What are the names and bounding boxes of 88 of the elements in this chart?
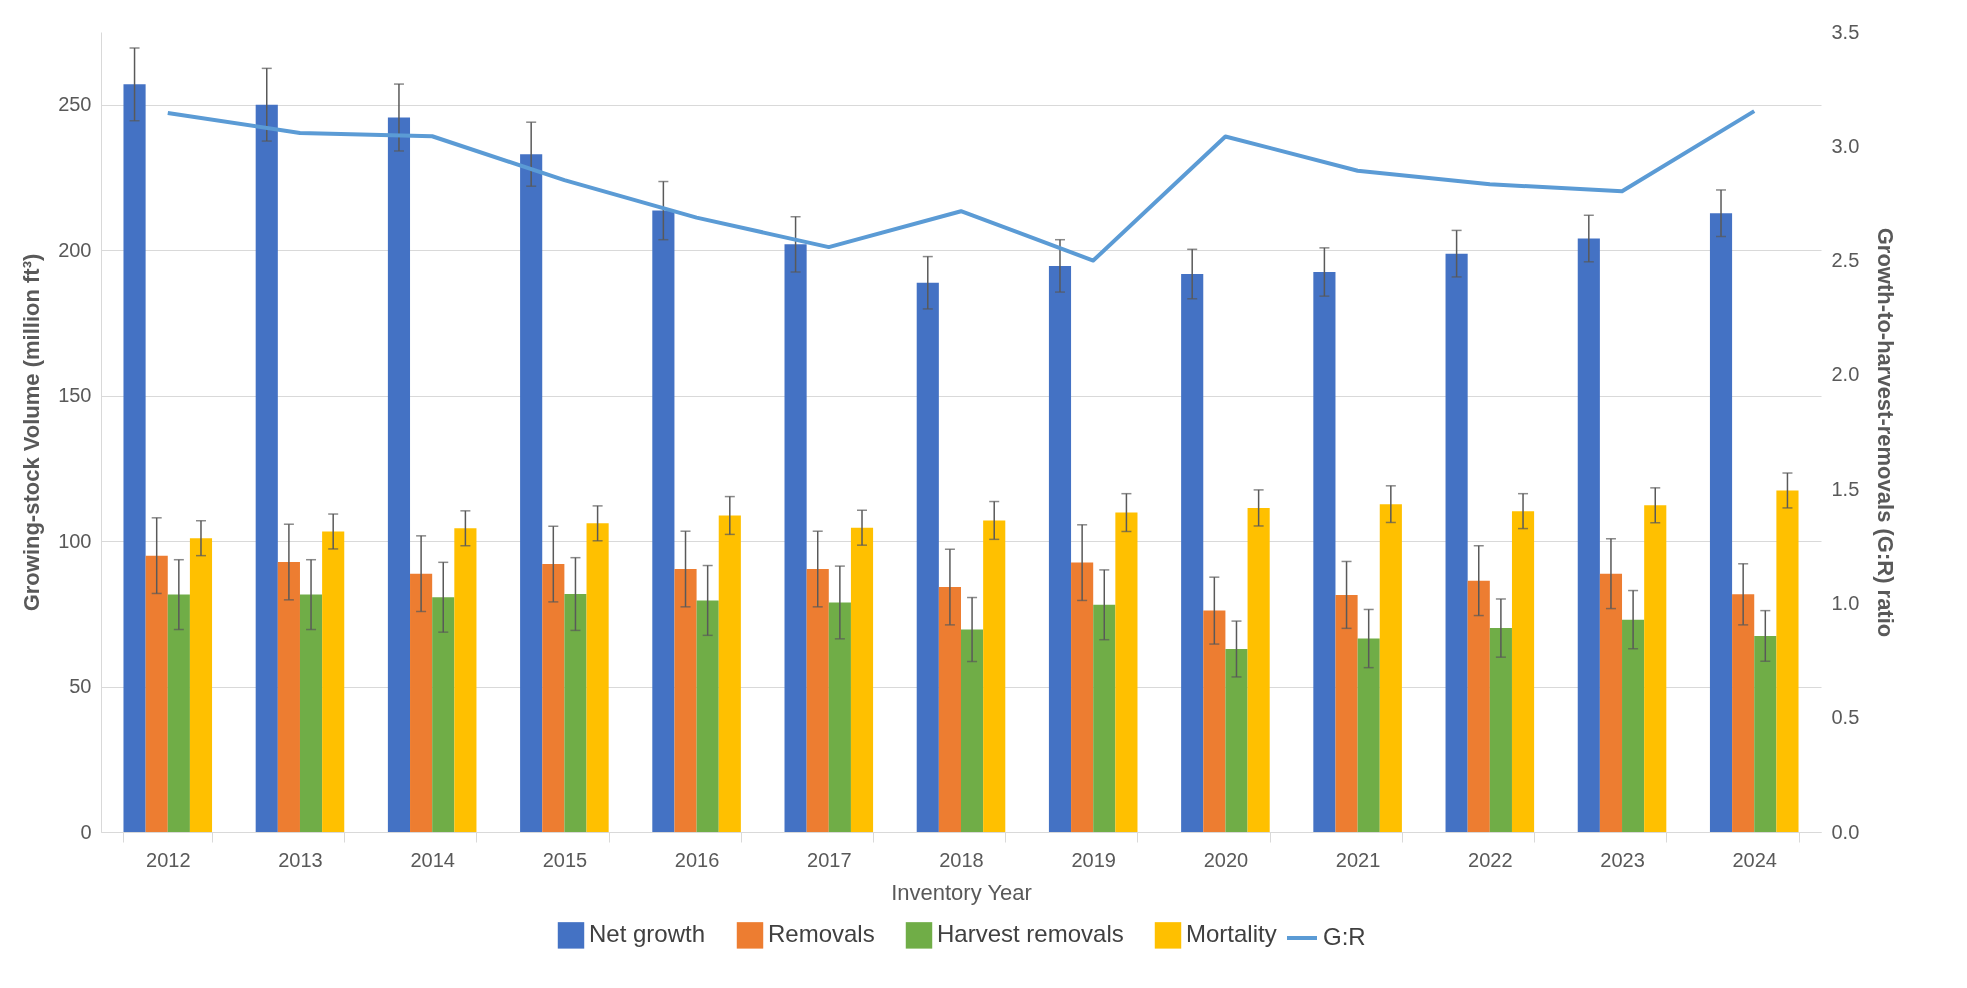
bar <box>564 594 587 832</box>
bar <box>322 531 345 832</box>
bar <box>1335 594 1358 832</box>
x-tick-label: 2013 <box>278 848 323 871</box>
bar <box>850 527 874 832</box>
bar <box>806 569 829 832</box>
bar <box>983 520 1006 832</box>
bar <box>784 244 807 832</box>
bar <box>1445 253 1468 832</box>
y2-tick-label: 0.5 <box>1831 706 1860 729</box>
x-axis-title: Inventory Year <box>891 879 1032 905</box>
bar <box>1115 512 1138 832</box>
bar <box>299 594 323 832</box>
bar <box>1093 604 1116 832</box>
bar <box>255 104 278 832</box>
bar <box>1709 213 1733 832</box>
bar <box>387 117 411 832</box>
legend-label: G:R <box>1323 923 1366 950</box>
y-tick-label: 250 <box>58 93 92 116</box>
y2-tick-label: 2.0 <box>1831 363 1860 386</box>
bar <box>1379 504 1402 832</box>
bar <box>1247 507 1270 832</box>
x-tick-label: 2021 <box>1335 848 1381 871</box>
line-series <box>165 109 1757 263</box>
bar <box>1577 238 1600 832</box>
y2-tick-label: 2.5 <box>1831 249 1860 272</box>
bar <box>432 597 455 832</box>
bar <box>1754 635 1777 832</box>
bar <box>1181 274 1204 832</box>
bar <box>454 528 477 832</box>
y-tick-label: 0 <box>80 820 92 843</box>
bar <box>1313 272 1336 832</box>
y2-tick-label: 3.5 <box>1831 20 1860 43</box>
x-tick-label: 2012 <box>146 848 191 871</box>
bar <box>586 523 609 832</box>
y-tick-label: 100 <box>58 529 92 552</box>
bar <box>410 573 433 832</box>
bar <box>961 629 984 832</box>
x-tick-label: 2023 <box>1600 848 1645 871</box>
x-tick-label: 2020 <box>1203 848 1249 871</box>
bar <box>828 602 851 832</box>
y-tick-label: 200 <box>58 238 92 261</box>
bar <box>1599 573 1623 832</box>
bar <box>718 515 741 832</box>
x-tick-label: 2024 <box>1732 848 1777 871</box>
bar <box>145 555 168 832</box>
bar <box>167 594 190 832</box>
bar <box>1048 265 1072 832</box>
bar <box>1489 628 1512 832</box>
bar <box>1225 649 1248 832</box>
bar <box>938 587 961 832</box>
bar <box>1203 610 1226 832</box>
y2-tick-label: 0.0 <box>1831 820 1860 843</box>
y-tick-label: 150 <box>58 384 92 407</box>
bar <box>277 562 300 832</box>
legend-label: Net growth <box>589 920 706 948</box>
bar <box>696 600 719 832</box>
legend-label: Mortality <box>1186 920 1277 948</box>
bar <box>916 282 939 832</box>
y2-tick-label: 1.0 <box>1831 591 1860 614</box>
bar <box>652 210 675 832</box>
y-tick-label: 50 <box>69 675 92 698</box>
legend-label: Removals <box>768 920 875 948</box>
bar <box>542 564 565 832</box>
x-tick-label: 2016 <box>674 848 720 871</box>
x-tick-label: 2014 <box>410 848 455 871</box>
y2-tick-label: 3.0 <box>1831 134 1860 157</box>
bar <box>1071 562 1094 832</box>
y2-tick-label: 1.5 <box>1831 477 1860 500</box>
bar <box>674 569 697 832</box>
y2-axis-title: Growth-to-harvest-removals (G:R) ratio <box>1873 227 1899 638</box>
x-tick-label: 2022 <box>1468 848 1513 871</box>
bar <box>1732 594 1755 832</box>
bar <box>1644 505 1667 832</box>
y-axis-title: Growing-stock Volume (million ft³) <box>19 253 45 612</box>
bar <box>1467 580 1490 832</box>
x-tick-label: 2019 <box>1071 848 1116 871</box>
bar <box>520 154 543 832</box>
x-tick-label: 2017 <box>807 848 852 871</box>
x-tick-label: 2018 <box>939 848 984 871</box>
bar <box>1511 511 1535 832</box>
bar <box>1776 490 1799 832</box>
bar <box>189 538 213 832</box>
legend-label: Harvest removals <box>937 920 1124 948</box>
bar <box>1622 619 1645 832</box>
x-tick-label: 2015 <box>542 848 588 871</box>
bar <box>123 84 146 832</box>
bar <box>1357 638 1380 832</box>
